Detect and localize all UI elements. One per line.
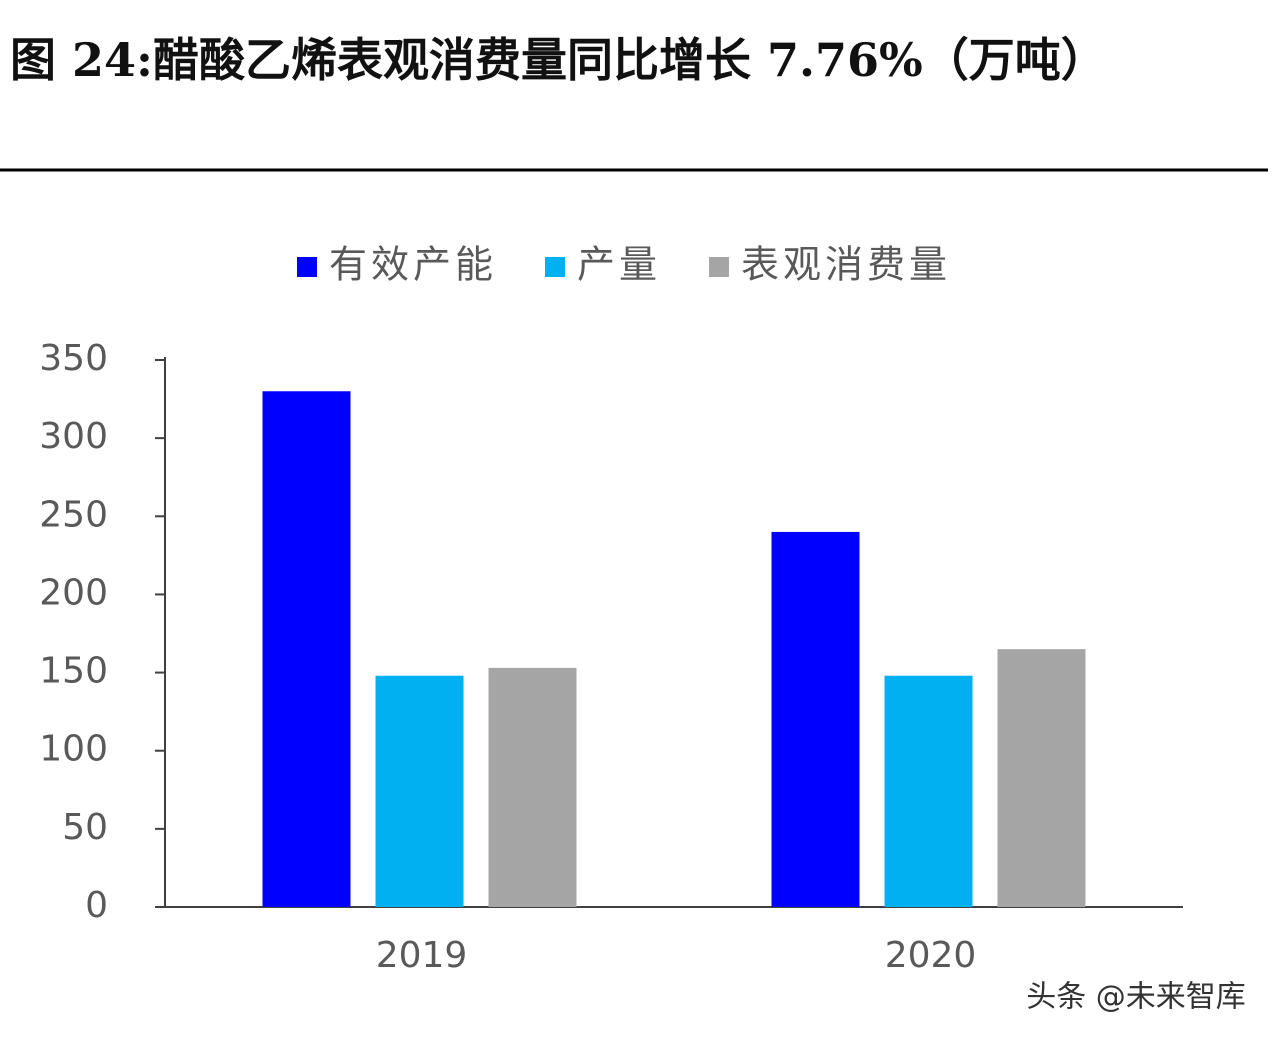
y-tick-label: 0 [85,885,108,926]
bar [997,649,1086,907]
y-tick-label: 150 [39,651,108,692]
x-tick-label: 2020 [885,935,977,976]
y-tick-label: 100 [39,729,108,770]
legend-label: 产量 [577,243,661,287]
x-tick-label: 2019 [376,935,468,976]
chart-title: 图 24:醋酸乙烯表观消费量同比增长 7.76%（万吨） [10,33,1107,87]
y-tick-label: 50 [62,807,108,848]
legend-swatch [297,257,317,277]
bar [488,667,577,907]
watermark: 头条 @未来智库 [1026,980,1246,1015]
bar [771,531,860,907]
y-tick-label: 300 [39,416,108,457]
y-tick-label: 250 [39,494,108,535]
bar [375,675,464,907]
bar [262,391,351,907]
legend-swatch [709,257,730,277]
y-tick-label: 350 [39,338,108,379]
legend-label: 有效产能 [329,243,497,287]
legend-label: 表观消费量 [741,243,951,287]
y-tick-label: 200 [39,572,108,613]
bar [884,675,973,907]
legend-swatch [545,257,566,277]
